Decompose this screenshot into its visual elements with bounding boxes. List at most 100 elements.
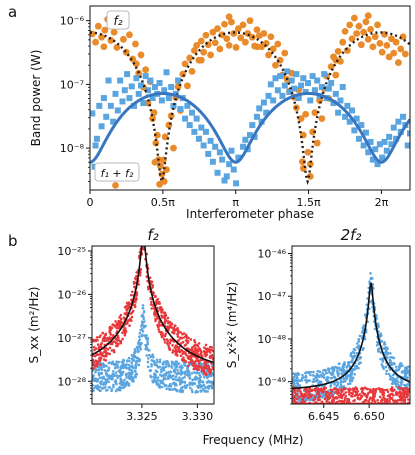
- point-red: [99, 351, 103, 354]
- point-blue: [188, 386, 192, 390]
- point-blue: [94, 370, 97, 374]
- point-blue: [150, 362, 153, 366]
- point-f1f2: [156, 80, 163, 87]
- point-blue: [168, 382, 172, 386]
- point-red: [311, 388, 314, 392]
- point-blue: [330, 373, 334, 376]
- point-blue: [133, 369, 137, 373]
- point-f1f2: [328, 80, 335, 87]
- point-blue: [336, 367, 339, 370]
- point-f1f2: [223, 173, 230, 180]
- point-f2: [100, 43, 108, 51]
- point-red: [166, 342, 169, 345]
- point-red: [196, 349, 200, 353]
- point-blue: [152, 375, 155, 379]
- point-f1f2: [265, 92, 272, 99]
- point-f1f2: [318, 84, 325, 91]
- point-red: [119, 317, 123, 321]
- point-blue: [292, 381, 295, 384]
- point-blue: [137, 340, 141, 343]
- point-blue: [344, 380, 347, 383]
- point-blue: [171, 374, 175, 378]
- point-f1f2: [360, 142, 367, 149]
- point-red: [313, 389, 317, 392]
- point-red: [174, 353, 177, 356]
- point-red: [130, 315, 134, 319]
- point-red: [104, 359, 108, 362]
- point-red: [137, 283, 140, 286]
- point-blue: [160, 370, 163, 374]
- point-red: [317, 392, 321, 395]
- point-red: [199, 352, 203, 355]
- point-red: [106, 348, 110, 351]
- point-red: [298, 395, 301, 399]
- point-blue: [348, 377, 352, 381]
- point-blue: [329, 385, 333, 388]
- point-f1f2: [140, 100, 147, 107]
- point-blue: [391, 377, 395, 380]
- point-red: [295, 397, 299, 401]
- point-red: [300, 392, 304, 396]
- point-red: [319, 387, 323, 391]
- point-blue: [353, 348, 357, 352]
- point-red: [107, 337, 110, 341]
- point-red: [176, 335, 180, 338]
- point-blue: [112, 385, 115, 389]
- point-red: [178, 350, 182, 354]
- point-red: [109, 333, 113, 336]
- point-red: [131, 309, 135, 313]
- panel-label-a: a: [8, 3, 17, 21]
- point-f1f2: [337, 97, 344, 104]
- point-red: [97, 345, 101, 349]
- point-f1f2: [355, 135, 362, 142]
- point-f2: [378, 48, 386, 56]
- point-blue: [339, 386, 342, 389]
- point-blue: [165, 387, 168, 391]
- point-f2: [265, 51, 272, 59]
- point-red: [96, 338, 99, 342]
- point-red: [347, 390, 351, 394]
- point-f1f2: [390, 124, 397, 131]
- point-f1f2: [121, 87, 128, 94]
- point-red: [197, 342, 201, 345]
- point-f2: [253, 26, 261, 34]
- point-red: [399, 393, 403, 397]
- point-red: [108, 346, 112, 350]
- point-red: [340, 390, 344, 393]
- point-blue: [145, 334, 148, 337]
- point-f1f2: [300, 75, 307, 82]
- point-blue: [201, 388, 205, 392]
- point-red: [334, 388, 338, 391]
- point-f2: [332, 71, 340, 79]
- point-f1f2: [193, 115, 200, 122]
- point-red: [93, 348, 96, 352]
- point-f2: [341, 27, 349, 35]
- point-f1f2: [407, 130, 410, 137]
- point-f2: [165, 121, 173, 129]
- point-f1f2: [216, 149, 223, 156]
- point-f1f2: [381, 138, 388, 145]
- point-blue: [121, 371, 125, 374]
- point-blue: [109, 375, 113, 379]
- point-blue: [171, 388, 174, 391]
- point-blue: [405, 383, 409, 386]
- point-red: [383, 397, 387, 401]
- point-blue: [302, 376, 305, 379]
- chart-b-xlabel: Frequency (MHz): [203, 433, 304, 447]
- point-f1f2: [388, 141, 395, 148]
- point-f1f2: [147, 77, 154, 84]
- point-f1f2: [339, 84, 346, 91]
- point-blue: [92, 376, 95, 380]
- point-f2: [202, 31, 210, 39]
- point-f1f2: [135, 90, 142, 97]
- point-blue: [183, 384, 187, 388]
- point-f2: [332, 56, 340, 64]
- point-red: [135, 291, 139, 295]
- y-tick-label: 10⁻²⁸: [57, 375, 86, 388]
- point-f2: [350, 14, 358, 22]
- point-f1f2: [400, 113, 407, 120]
- point-blue: [292, 375, 296, 379]
- point-red: [142, 226, 145, 229]
- y-tick-label: 10⁻⁴⁶: [257, 248, 286, 261]
- point-red: [143, 235, 146, 238]
